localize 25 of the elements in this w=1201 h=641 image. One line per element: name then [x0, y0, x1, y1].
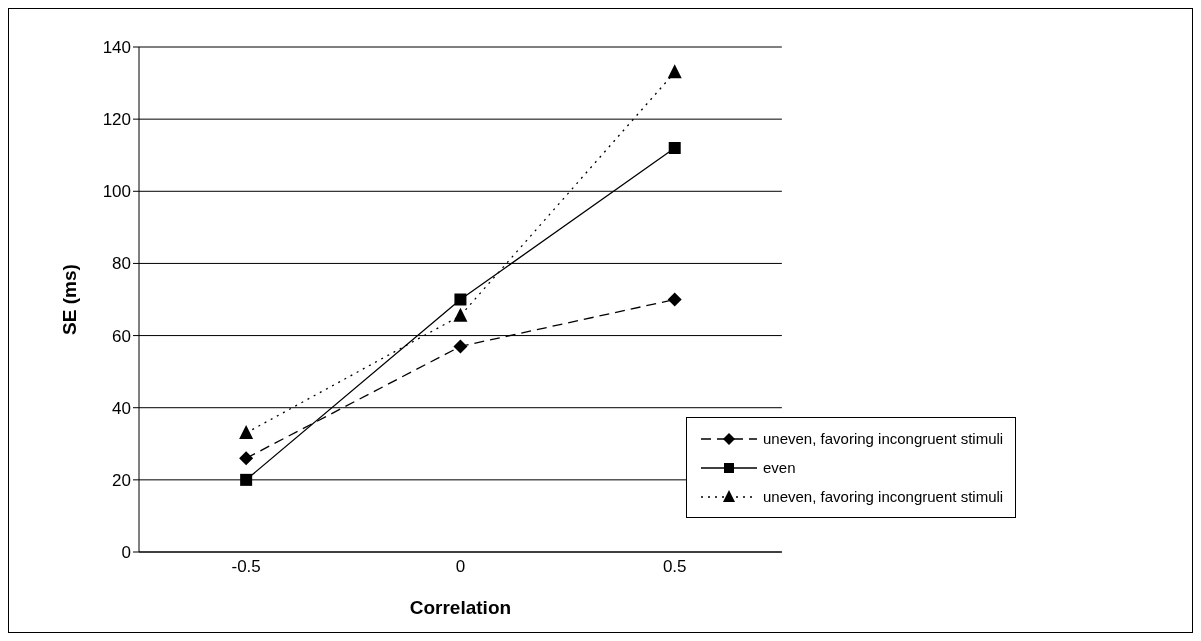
y-tick-label: 60	[112, 326, 131, 346]
legend-label: even	[763, 459, 796, 476]
y-tick-label: 20	[112, 470, 131, 490]
y-tick-label: 120	[102, 110, 131, 130]
point	[239, 424, 254, 439]
legend-label: uneven, favoring incongruent stimuli	[763, 488, 1004, 505]
y-tick-label: 80	[112, 254, 131, 274]
y-tick-label: 0	[121, 543, 131, 563]
point	[667, 64, 682, 79]
y-axis-title: SE (ms)	[58, 264, 80, 335]
point	[453, 307, 468, 322]
point	[668, 142, 681, 154]
y-tick-label: 100	[102, 182, 131, 202]
legend-label: uneven, favoring incongruent stimuli	[763, 430, 1004, 447]
y-tick-label: 140	[102, 38, 131, 58]
x-tick-label: -0.5	[231, 557, 261, 577]
x-tick-label: 0	[455, 557, 466, 577]
point	[239, 451, 254, 466]
point	[667, 292, 682, 307]
point	[240, 473, 253, 486]
x-axis-title: Correlation	[409, 597, 512, 618]
point	[453, 339, 468, 354]
y-tick-label: 40	[112, 398, 131, 418]
point	[454, 293, 467, 306]
x-tick-label: 0.5	[662, 557, 687, 577]
